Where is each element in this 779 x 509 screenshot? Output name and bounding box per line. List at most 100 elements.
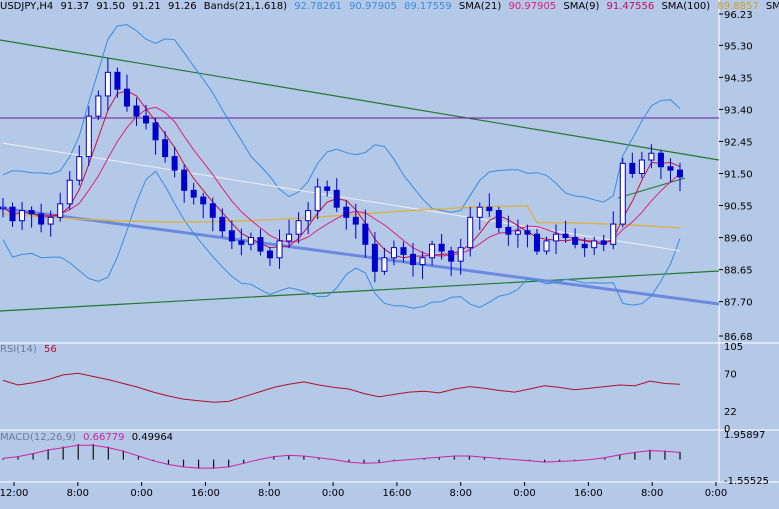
candle-body [648,152,655,161]
candle-body [104,71,111,97]
candle-body [76,156,83,181]
candle-body [238,240,245,245]
sma100-value: 89.8857 [717,1,759,12]
rsi-tick-label: 70 [724,369,737,380]
sma100-label: SMA(100) [661,1,711,12]
time-tick-label: 8:00 [258,488,280,499]
main-pane[interactable] [0,0,719,343]
price-tick-label: 96.23 [724,10,753,21]
candle-body [410,253,417,266]
price-tick-label: 88.65 [724,266,753,277]
price-tick-label: 91.50 [724,169,753,180]
time-tick-label: 16:00 [382,488,411,499]
candle-body [543,240,550,252]
candle-body [162,139,169,158]
sma9-value: 91.47556 [606,1,655,12]
candle-body [276,240,283,259]
rsi-label: RSI(14) [0,344,37,355]
main-header: USDJPY,H4 91.37 91.50 91.21 91.26 Bands(… [0,0,779,14]
time-scale: 12:00 8:00 0:00 16:00 8:00 0:00 16:00 8:00 0:00 1… [0,482,727,499]
candle-body [448,250,455,262]
candle-body [133,105,140,117]
sma9-label: SMA(9) [563,1,600,12]
open-value: 91.37 [60,1,90,12]
candle-body [667,166,674,171]
low-value: 91.21 [132,1,161,12]
high-value: 91.50 [96,1,125,12]
price-scale: 96.23 95.30 94.35 93.40 92.45 91.50 90.55 89.60… [719,10,753,343]
candle-body [19,210,26,222]
symbol-label: USDJPY,H4 [0,1,54,12]
price-axis[interactable] [719,0,779,482]
candle-body [619,162,626,225]
macd-value-2: 0.49964 [131,432,174,443]
candle-body [85,115,92,158]
candle-body [95,95,102,117]
candle-body [429,243,436,259]
candle-body [362,223,369,245]
candle-body [629,162,636,174]
candle-body [562,233,569,239]
time-axis[interactable] [0,482,779,509]
candle-body [66,179,73,205]
sma200-label: SMA(20 [765,1,779,12]
candle-body [581,243,588,249]
rsi-series-line [2,372,681,403]
price-tick-label: 86.68 [724,332,753,343]
macd-header: MACD(12,26,9) 0.66779 0.49964 [0,431,177,445]
candle-body [514,230,521,235]
candle-body [390,247,397,259]
time-tick-label: 8:00 [67,488,89,499]
price-tick-label: 90.55 [724,202,753,213]
bands-mid-value: 90.97905 [349,1,397,12]
candle-body [228,230,235,242]
candle-body [181,169,188,191]
price-tick-label: 93.40 [724,105,753,116]
rsi-tick-label: 105 [724,342,743,353]
candle-body [495,210,502,228]
candle-body [657,152,664,168]
macd-histogram [2,443,681,469]
time-tick-label: 0:00 [130,488,152,499]
macd-tick-label: -1.55525 [724,476,769,487]
sma21-label: SMA(21) [458,1,502,12]
upper-trendline[interactable] [0,39,720,161]
price-tick-label: 89.60 [724,234,753,245]
sma200-line [2,142,681,252]
candle-body [591,240,598,249]
macd-pane[interactable] [0,430,719,482]
candle-body [505,226,512,235]
candle-body [123,88,130,107]
short-trendline[interactable] [617,177,686,199]
candle-body [152,122,159,141]
candle-body [257,237,264,252]
candle-body [9,206,16,222]
candle-body [143,115,150,124]
candle-body [47,216,54,225]
candle-body [333,189,340,208]
bands-label: Bands(21,1.618) [203,1,288,12]
candle-body [553,233,560,242]
lower-support-line[interactable] [0,270,720,312]
candle-body [400,247,407,255]
candle-body [190,189,197,198]
macd-value-1: 0.66779 [83,432,125,443]
time-tick-label: 0:00 [705,488,727,499]
candle-body [295,220,302,235]
sma100-line [2,205,681,229]
candle-body [438,243,445,252]
close-value: 91.26 [167,1,197,12]
macd-tick-label: 1.95897 [724,430,765,441]
price-tick-label: 95.30 [724,41,753,52]
candle-body [209,203,216,218]
descending-channel-line[interactable] [0,206,720,306]
sma9-line [2,90,681,259]
rsi-pane[interactable] [0,343,719,430]
time-tick-label: 8:00 [641,488,663,499]
candle-body [286,233,293,242]
candle-body [0,206,6,210]
candle-body [314,186,321,212]
sma21-value: 90.97905 [508,1,557,12]
